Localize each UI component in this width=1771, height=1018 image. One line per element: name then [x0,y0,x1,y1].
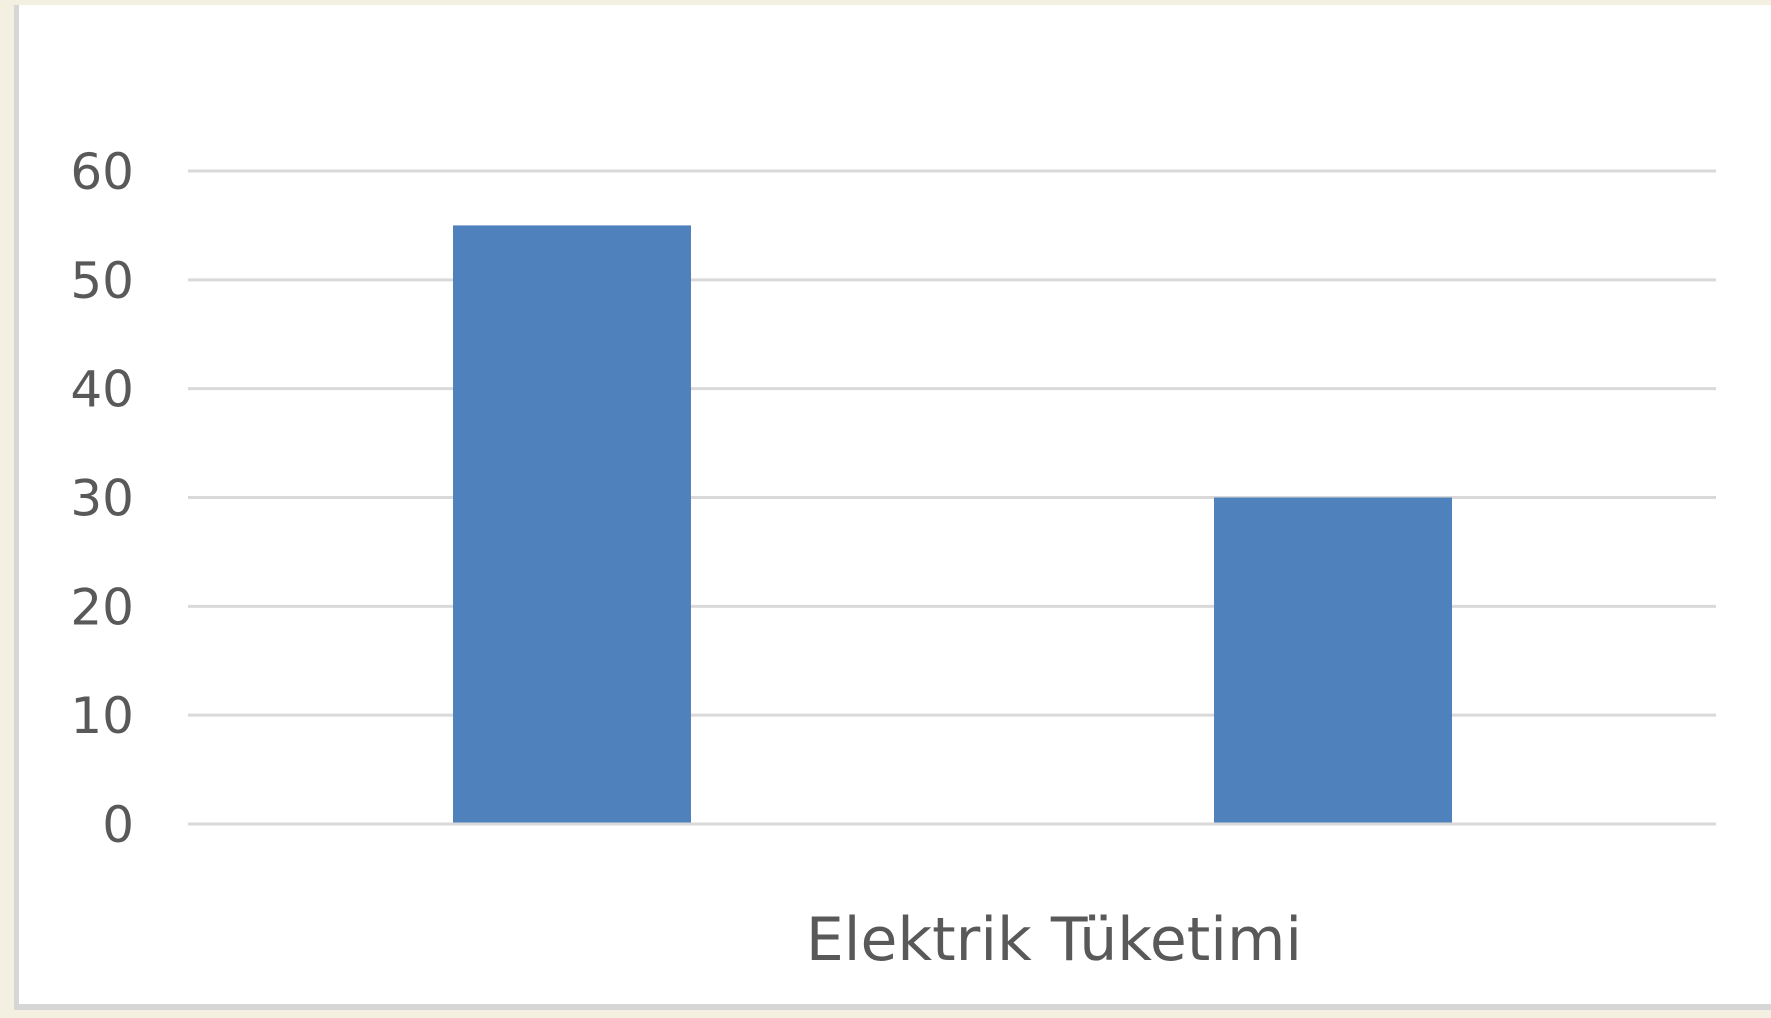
y-tick-label: 30 [70,470,134,528]
y-axis-ticks: 0 10 20 30 40 50 60 [70,143,134,854]
y-tick-label: 40 [70,361,134,419]
y-tick-label: 0 [102,796,134,854]
bars [453,225,1452,824]
bar-1 [453,225,691,824]
y-tick-label: 50 [70,252,134,310]
gridlines [188,169,1716,717]
y-tick-label: 60 [70,143,134,201]
x-axis-label: Elektrik Tüketimi [806,905,1302,975]
y-tick-label: 10 [70,687,134,745]
y-tick-label: 20 [70,578,134,636]
bar-2 [1214,497,1452,824]
